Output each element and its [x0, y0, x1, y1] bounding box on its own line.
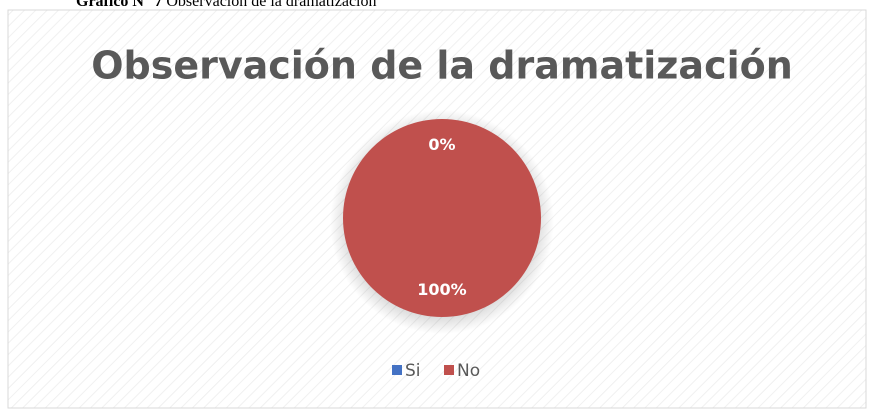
legend-swatch — [392, 365, 402, 375]
legend-label: Si — [405, 361, 421, 381]
caption: Gráfico N° 7 Observación de la dramatiza… — [76, 0, 377, 10]
legend-swatch — [444, 365, 454, 375]
caption-text: Observación de la dramatización — [166, 0, 376, 10]
data-label: 0% — [428, 135, 455, 154]
legend-label: No — [457, 361, 480, 381]
chart-title: Observación de la dramatización — [91, 44, 793, 88]
pie-slice — [343, 119, 541, 317]
data-label: 100% — [417, 280, 466, 299]
caption-label: Gráfico N° 7 — [76, 0, 162, 10]
